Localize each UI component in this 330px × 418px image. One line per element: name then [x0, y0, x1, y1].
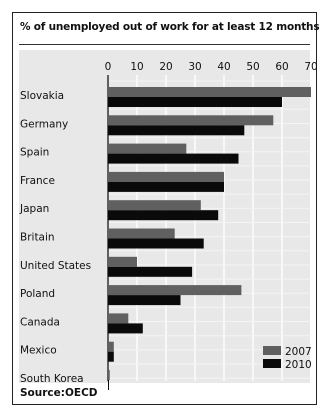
category-label: Japan	[19, 203, 49, 215]
bar-2007-south-korea	[108, 370, 110, 380]
bar-2010-japan	[108, 210, 219, 221]
bar-2010-canada	[108, 323, 143, 334]
chart-frame: % of unemployed out of work for at least…	[12, 12, 320, 405]
bar-2007-france	[108, 171, 224, 182]
x-tick-label: 60	[275, 61, 288, 73]
bar-2007-spain	[108, 143, 187, 154]
bar-2007-japan	[108, 200, 201, 211]
category-label: United States	[20, 260, 91, 272]
bar-2007-slovakia	[108, 87, 311, 97]
bar-2010-united-states	[108, 266, 193, 277]
category-label: Canada	[20, 316, 60, 328]
bar-2010-south-korea	[108, 380, 109, 390]
bar-2007-canada	[108, 313, 129, 324]
bar-2010-france	[108, 181, 224, 192]
legend-swatch-2010	[263, 359, 281, 368]
bar-2010-spain	[108, 153, 239, 164]
bar-2007-poland	[108, 285, 242, 296]
bar-2007-britain	[108, 228, 175, 239]
x-tick-label: 30	[188, 61, 201, 73]
category-label: Poland	[20, 288, 55, 300]
bar-2007-germany	[108, 115, 274, 126]
source-note: Source:OECD	[20, 387, 98, 399]
title-divider	[19, 44, 310, 45]
category-label: Britain	[20, 232, 55, 244]
bar-2010-slovakia	[108, 97, 282, 107]
category-label: Slovakia	[20, 90, 64, 102]
x-tick-label: 10	[130, 61, 143, 73]
legend-swatch-2007	[263, 346, 281, 355]
bar-2007-united-states	[108, 256, 137, 267]
category-label: Germany	[20, 118, 68, 130]
category-label: Mexico	[20, 345, 57, 357]
x-tick-label: 40	[217, 61, 230, 73]
chart-title: % of unemployed out of work for at least…	[20, 21, 320, 33]
bar-2010-germany	[108, 125, 245, 136]
bar-2007-mexico	[108, 341, 114, 352]
category-label: South Korea	[20, 373, 84, 385]
x-tick-label: 50	[246, 61, 259, 73]
x-tick-label: 70	[304, 61, 317, 73]
category-label: Spain	[20, 147, 49, 159]
legend-label-2007: 2007	[285, 346, 312, 358]
bar-2010-poland	[108, 295, 181, 306]
bar-2010-britain	[108, 238, 204, 249]
category-label: France	[20, 175, 55, 187]
x-tick-label: 0	[105, 61, 112, 73]
legend-label-2010: 2010	[285, 359, 312, 371]
bar-chart: 0 10 20 30 40 50 60 70 Slovakia Germany Spain Franc…	[19, 61, 318, 390]
x-tick-label: 20	[159, 61, 172, 73]
bar-2010-mexico	[108, 351, 114, 362]
